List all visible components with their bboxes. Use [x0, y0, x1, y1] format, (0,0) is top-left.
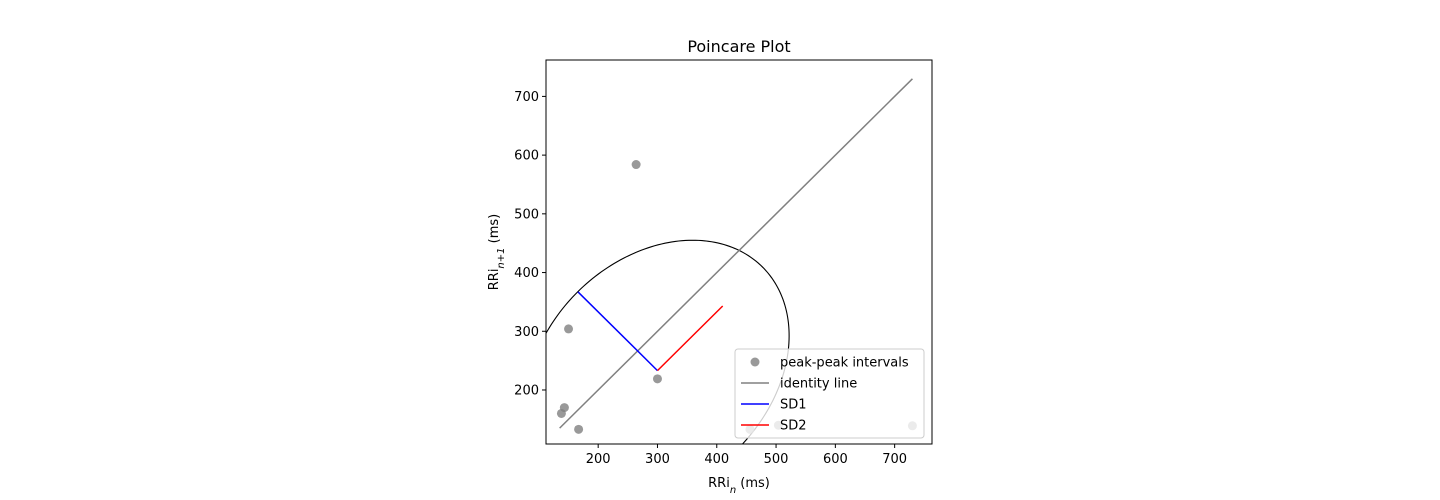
- x-axis: 200 300 400 500 600 700: [586, 444, 907, 467]
- legend-box: [734, 348, 925, 439]
- sd2-line: [656, 305, 724, 372]
- x-tick-label-400: 400: [704, 452, 729, 467]
- plot-frame: [545, 59, 933, 445]
- identity-line-line: [559, 78, 913, 429]
- y-tick-label-400: 400: [514, 266, 539, 281]
- x-tick-label-700: 700: [882, 452, 907, 467]
- scatter-point-0: [631, 160, 641, 170]
- x-tick-label-500: 500: [764, 452, 789, 467]
- legend-label-identity-line: identity line: [780, 377, 857, 392]
- x-tick-label-600: 600: [823, 452, 848, 467]
- y-axis-title: RRin+1 (ms): [487, 214, 507, 291]
- x-tick-label-300: 300: [645, 452, 670, 467]
- legend-marker-peak-peak-intervals: [750, 357, 760, 367]
- scatter-point-1: [564, 324, 574, 334]
- scatter-point-2: [652, 374, 662, 384]
- y-tick-label-200: 200: [514, 383, 539, 398]
- y-tick-label-700: 700: [514, 90, 539, 105]
- y-axis: 200 300 400 500 600 700: [514, 90, 546, 398]
- y-tick-label-600: 600: [514, 149, 539, 164]
- x-tick-label-200: 200: [586, 452, 611, 467]
- y-tick-label-500: 500: [514, 207, 539, 222]
- legend-label-sd1: SD1: [780, 398, 807, 413]
- legend-label-sd2: SD2: [780, 419, 807, 434]
- x-axis-title: RRin (ms): [708, 476, 770, 496]
- y-tick-label-300: 300: [514, 325, 539, 340]
- chart-title: Poincare Plot: [687, 37, 790, 56]
- scatter-point-4: [556, 408, 566, 418]
- sd1-line: [577, 291, 658, 372]
- legend-label-peak-peak-intervals: peak-peak intervals: [780, 356, 909, 371]
- legend: peak-peak intervals identity line SD1 SD2: [734, 348, 925, 439]
- scatter-point-5: [574, 424, 584, 434]
